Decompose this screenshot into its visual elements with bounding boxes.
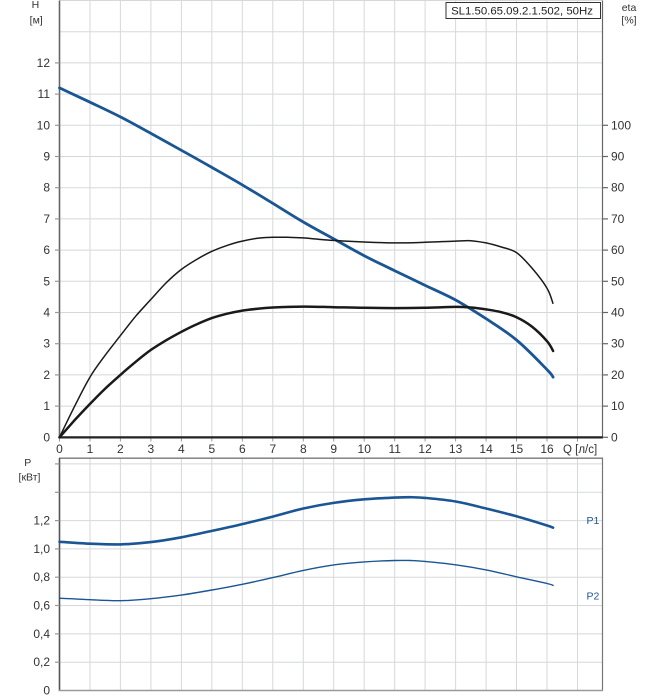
svg-text:14: 14 [479, 442, 493, 456]
svg-text:P2: P2 [587, 590, 600, 602]
svg-text:6: 6 [239, 442, 246, 456]
svg-text:0,6: 0,6 [33, 599, 50, 613]
svg-text:90: 90 [611, 150, 625, 164]
svg-text:10: 10 [611, 399, 625, 413]
svg-text:10: 10 [37, 118, 51, 132]
svg-text:2: 2 [43, 368, 50, 382]
svg-text:1,2: 1,2 [33, 514, 50, 528]
svg-text:SL1.50.65.09.2.1.502, 50Hz: SL1.50.65.09.2.1.502, 50Hz [451, 6, 593, 18]
svg-text:16: 16 [540, 442, 554, 456]
svg-text:50: 50 [611, 274, 625, 288]
svg-text:0: 0 [43, 684, 50, 698]
svg-text:4: 4 [178, 442, 185, 456]
svg-text:11: 11 [38, 87, 51, 101]
svg-text:40: 40 [611, 306, 625, 320]
svg-text:7: 7 [43, 212, 50, 226]
svg-text:[%]: [%] [621, 15, 636, 27]
svg-text:13: 13 [449, 442, 463, 456]
svg-text:0: 0 [611, 430, 618, 444]
svg-text:1: 1 [87, 442, 94, 456]
svg-text:3: 3 [148, 442, 155, 456]
svg-text:2: 2 [117, 442, 124, 456]
svg-text:60: 60 [611, 243, 625, 257]
svg-text:P1: P1 [587, 515, 600, 527]
svg-text:1,0: 1,0 [33, 542, 50, 556]
svg-text:eta: eta [622, 2, 637, 14]
svg-text:9: 9 [330, 442, 337, 456]
svg-text:20: 20 [611, 368, 625, 382]
svg-text:15: 15 [510, 442, 524, 456]
svg-text:8: 8 [43, 181, 50, 195]
svg-text:3: 3 [43, 337, 50, 351]
svg-text:0,2: 0,2 [33, 655, 50, 669]
svg-text:5: 5 [43, 274, 50, 288]
svg-text:Q [л/с]: Q [л/с] [563, 444, 597, 456]
svg-text:[м]: [м] [30, 15, 43, 27]
svg-text:4: 4 [43, 306, 50, 320]
svg-text:1: 1 [43, 399, 50, 413]
svg-text:5: 5 [208, 442, 215, 456]
svg-text:P: P [24, 457, 31, 469]
svg-text:0,4: 0,4 [33, 627, 50, 641]
svg-text:[кВт]: [кВт] [19, 472, 41, 484]
svg-text:H: H [32, 0, 40, 11]
svg-text:7: 7 [269, 442, 276, 456]
svg-text:6: 6 [43, 243, 50, 257]
svg-text:12: 12 [37, 56, 51, 70]
svg-text:100: 100 [611, 118, 631, 132]
svg-text:12: 12 [418, 442, 432, 456]
svg-text:11: 11 [388, 442, 401, 456]
svg-text:0,8: 0,8 [33, 570, 50, 584]
svg-text:30: 30 [611, 337, 625, 351]
svg-text:70: 70 [611, 212, 625, 226]
svg-text:10: 10 [358, 442, 372, 456]
svg-text:9: 9 [43, 150, 50, 164]
svg-text:80: 80 [611, 181, 625, 195]
svg-text:8: 8 [300, 442, 307, 456]
svg-text:0: 0 [43, 430, 50, 444]
svg-text:0: 0 [56, 442, 63, 456]
